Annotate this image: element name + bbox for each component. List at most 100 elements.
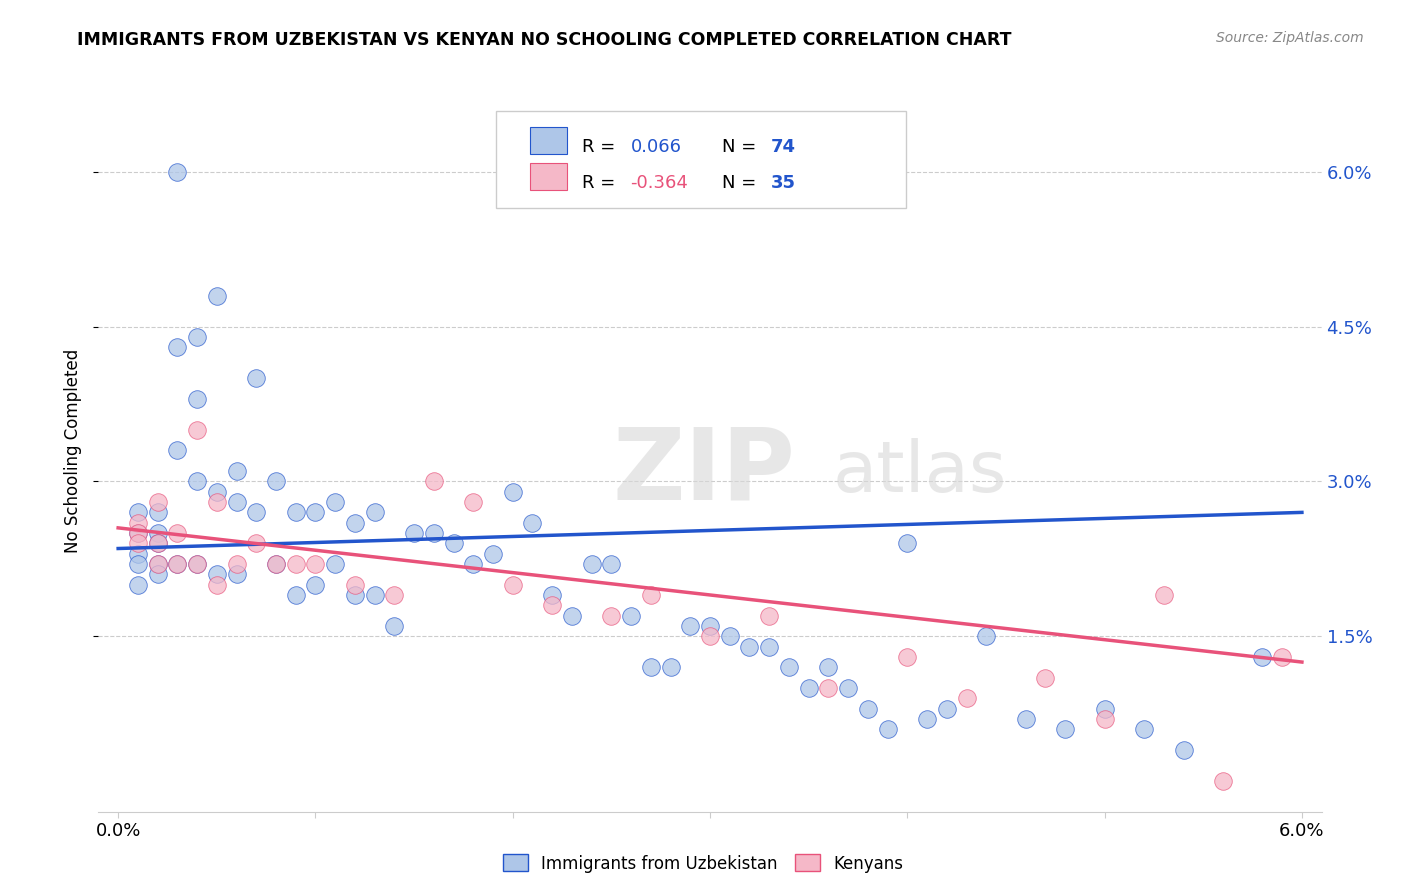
Point: [146, 557, 169, 571]
Point: [284, 588, 307, 602]
Point: [166, 340, 188, 354]
Point: [127, 547, 149, 561]
Point: [186, 557, 208, 571]
Point: [127, 526, 149, 541]
Point: [186, 423, 208, 437]
Point: [1153, 588, 1175, 602]
Point: [1094, 701, 1116, 715]
Point: [127, 536, 149, 550]
Point: [896, 536, 918, 550]
Point: [205, 484, 228, 499]
Text: Source: ZipAtlas.com: Source: ZipAtlas.com: [1216, 31, 1364, 45]
Text: ZIP: ZIP: [612, 424, 794, 521]
Point: [127, 526, 149, 541]
Point: [561, 608, 583, 623]
Point: [127, 577, 149, 591]
Text: -0.364: -0.364: [630, 174, 689, 192]
Point: [146, 495, 169, 509]
Point: [443, 536, 465, 550]
Point: [541, 588, 564, 602]
Point: [718, 629, 741, 643]
Point: [264, 557, 287, 571]
Point: [581, 557, 603, 571]
Text: 74: 74: [772, 138, 796, 156]
Point: [304, 557, 326, 571]
Point: [264, 475, 287, 489]
Point: [225, 464, 247, 478]
Point: [423, 526, 446, 541]
Text: atlas: atlas: [832, 438, 1007, 507]
Point: [659, 660, 682, 674]
Text: 0.066: 0.066: [630, 138, 682, 156]
FancyBboxPatch shape: [530, 163, 567, 190]
Point: [1212, 773, 1234, 788]
Point: [640, 660, 662, 674]
Point: [837, 681, 859, 695]
Legend: Immigrants from Uzbekistan, Kenyans: Immigrants from Uzbekistan, Kenyans: [496, 847, 910, 880]
Point: [225, 567, 247, 582]
Point: [1054, 722, 1077, 736]
Point: [284, 505, 307, 519]
Point: [186, 557, 208, 571]
Point: [166, 165, 188, 179]
Point: [382, 588, 405, 602]
Point: [382, 619, 405, 633]
Text: R =: R =: [582, 138, 620, 156]
Point: [166, 557, 188, 571]
Point: [146, 536, 169, 550]
Text: N =: N =: [723, 174, 762, 192]
Point: [284, 557, 307, 571]
Text: IMMIGRANTS FROM UZBEKISTAN VS KENYAN NO SCHOOLING COMPLETED CORRELATION CHART: IMMIGRANTS FROM UZBEKISTAN VS KENYAN NO …: [77, 31, 1012, 49]
Point: [817, 681, 839, 695]
Point: [541, 599, 564, 613]
Point: [146, 567, 169, 582]
Point: [343, 516, 366, 530]
Point: [1133, 722, 1156, 736]
Point: [955, 691, 977, 706]
Point: [935, 701, 957, 715]
Point: [186, 392, 208, 406]
Point: [323, 557, 346, 571]
Point: [205, 567, 228, 582]
Point: [343, 588, 366, 602]
Point: [679, 619, 702, 633]
Point: [225, 495, 247, 509]
Point: [856, 701, 879, 715]
Point: [423, 475, 446, 489]
Point: [640, 588, 662, 602]
Point: [363, 588, 385, 602]
Point: [758, 640, 780, 654]
Point: [1173, 743, 1195, 757]
FancyBboxPatch shape: [530, 127, 567, 154]
Point: [186, 330, 208, 344]
Point: [522, 516, 544, 530]
Point: [502, 577, 524, 591]
Point: [304, 577, 326, 591]
FancyBboxPatch shape: [496, 111, 905, 209]
Point: [600, 557, 623, 571]
Point: [146, 526, 169, 541]
Point: [166, 443, 188, 458]
Point: [699, 619, 721, 633]
Point: [363, 505, 385, 519]
Point: [127, 505, 149, 519]
Point: [343, 577, 366, 591]
Point: [482, 547, 505, 561]
Point: [146, 557, 169, 571]
Point: [323, 495, 346, 509]
Point: [620, 608, 643, 623]
Point: [1271, 649, 1294, 664]
Point: [758, 608, 780, 623]
Point: [974, 629, 997, 643]
Point: [264, 557, 287, 571]
Point: [738, 640, 761, 654]
Point: [225, 557, 247, 571]
Point: [896, 649, 918, 664]
Point: [245, 536, 267, 550]
Point: [1035, 671, 1057, 685]
Point: [205, 577, 228, 591]
Point: [1094, 712, 1116, 726]
Point: [1015, 712, 1038, 726]
Point: [915, 712, 938, 726]
Point: [778, 660, 800, 674]
